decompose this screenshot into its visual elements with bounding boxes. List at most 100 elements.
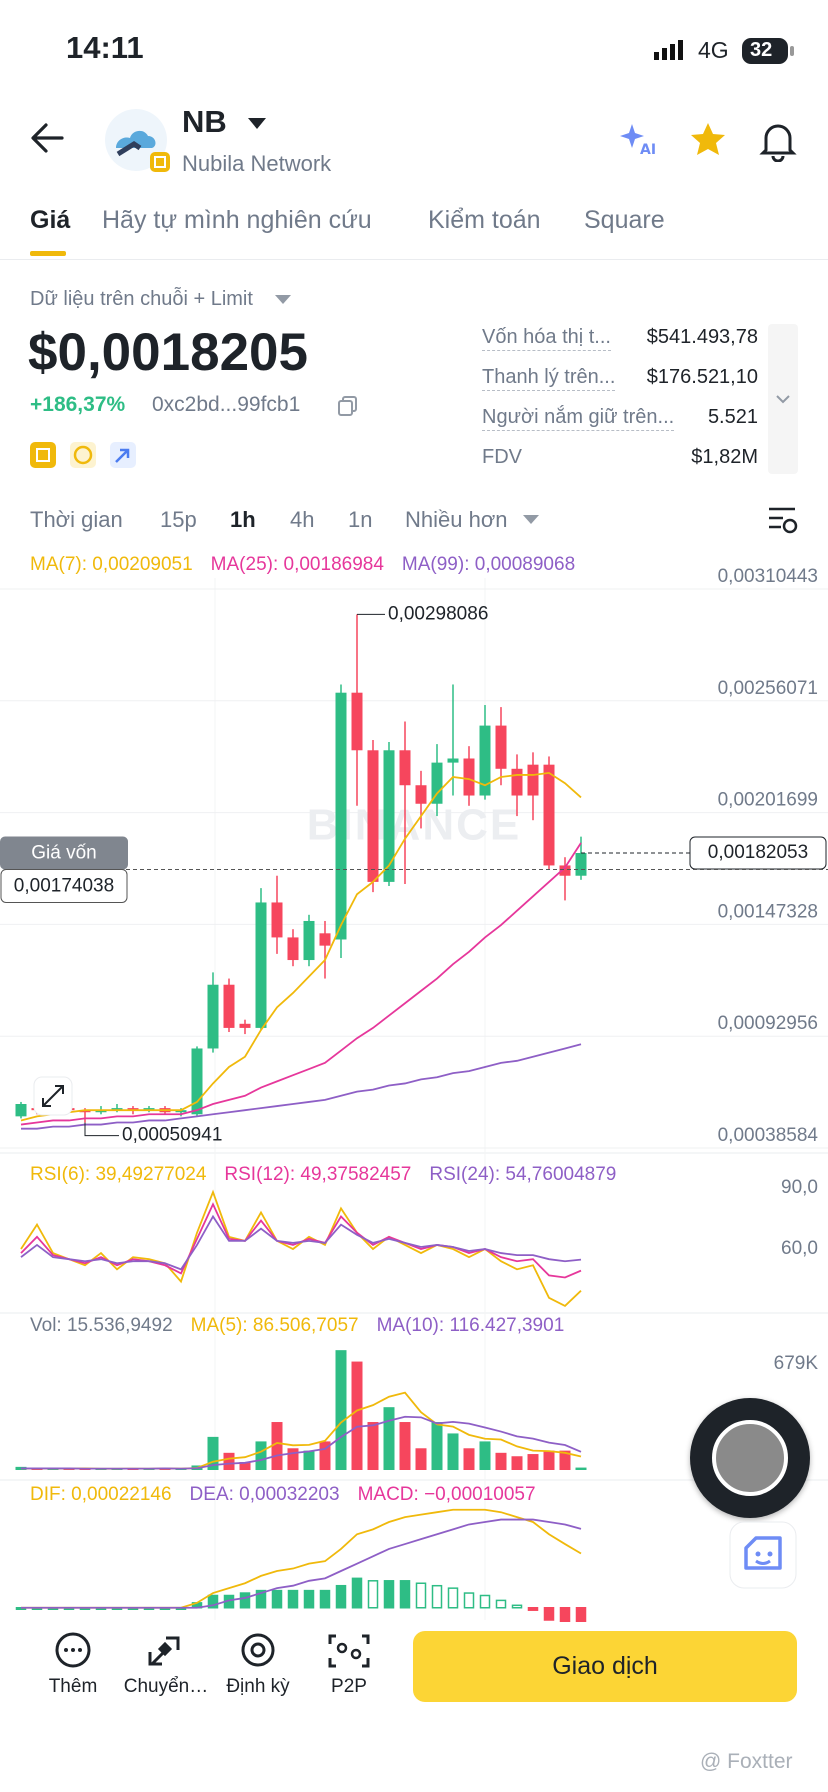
floating-button[interactable]: [690, 1398, 810, 1518]
timeframe-option[interactable]: Nhiều hơn: [405, 507, 508, 532]
timeframe-option[interactable]: 1h: [230, 507, 256, 532]
floating-button-ring: [712, 1420, 788, 1496]
low-marker: [84, 1122, 119, 1137]
source-dropdown[interactable]: [274, 294, 292, 306]
macd-bar: [543, 1607, 555, 1621]
current-price-label: 0,00182053: [708, 842, 808, 863]
volume-bar: [431, 1422, 443, 1470]
macd-bar: [431, 1584, 443, 1609]
status-battery: 32: [750, 39, 773, 61]
volume-bar: [511, 1456, 523, 1470]
volume-bar: [255, 1441, 267, 1470]
copy-button[interactable]: [336, 394, 360, 418]
macd-bar: [239, 1592, 251, 1609]
volume-bar: [239, 1462, 251, 1470]
tab[interactable]: Square: [584, 206, 665, 234]
legend-entry: MACD: −0,00010057: [358, 1484, 536, 1505]
symbol-dropdown[interactable]: [246, 116, 268, 132]
chart-settings[interactable]: [766, 504, 800, 536]
status-time: 14:11: [66, 30, 144, 65]
nav-icons: [55, 1632, 370, 1668]
assistant-button[interactable]: [728, 1520, 798, 1590]
volume-bar: [383, 1407, 395, 1470]
candle-body: [175, 1110, 187, 1113]
volume-bar: [415, 1448, 427, 1470]
volume-bar: [207, 1436, 219, 1470]
volume-bar: [479, 1441, 491, 1470]
high-label: 0,00298086: [388, 603, 488, 624]
more-dropdown[interactable]: [522, 514, 540, 526]
cost-value-box: [0, 868, 128, 903]
legend-entry: DIF: 0,00022146: [30, 1484, 172, 1505]
stat-value: $541.493,78: [646, 326, 758, 348]
tab[interactable]: Kiểm toán: [428, 206, 541, 234]
candle-body: [447, 758, 459, 763]
volume-bar: [559, 1450, 571, 1470]
nav-item[interactable]: Định kỳ: [226, 1676, 290, 1697]
legend-entry: MA(7): 0,00209051: [30, 554, 193, 575]
macd-bar: [511, 1604, 523, 1609]
legend-entry: RSI(12): 49,37582457: [224, 1164, 411, 1185]
timeframe-option[interactable]: 1n: [348, 507, 373, 532]
price-change: +186,37%: [30, 393, 126, 416]
ai-button[interactable]: AI: [618, 120, 662, 160]
nav-item[interactable]: Thêm: [48, 1676, 98, 1697]
fullscreen-button[interactable]: [33, 1076, 73, 1116]
candle-body: [223, 984, 235, 1028]
volume-bar: [543, 1450, 555, 1470]
volume-bar: [47, 1469, 59, 1470]
macd-bar: [319, 1589, 331, 1609]
stat-label: Người nắm giữ trên...: [482, 406, 675, 431]
nav-item[interactable]: P2P: [331, 1676, 367, 1697]
token-logo: [105, 109, 170, 172]
candle-body: [367, 750, 379, 882]
volume-bar: [575, 1467, 587, 1470]
volume-bar: [319, 1441, 331, 1470]
macd-bar: [351, 1577, 363, 1609]
stats-expand[interactable]: [768, 324, 798, 474]
candle-body: [271, 902, 283, 938]
macd-bar: [287, 1589, 299, 1609]
candle-body: [479, 725, 491, 796]
watermark: @ Foxtter: [700, 1750, 793, 1773]
notification-button[interactable]: [758, 118, 798, 162]
contract-address: 0xc2bd...99fcb1: [152, 393, 301, 416]
candle-body: [191, 1048, 203, 1115]
indicator-line: [20, 1214, 582, 1271]
candle-body: [303, 920, 315, 961]
macd-bar: [479, 1594, 491, 1609]
back-button[interactable]: [28, 118, 68, 158]
candle-body: [511, 768, 523, 796]
svg-text:AI: AI: [640, 142, 656, 158]
candle-body: [383, 750, 395, 882]
candle-body: [543, 764, 555, 866]
y-tick-label: 60,0: [781, 1238, 818, 1259]
volume-bar: [79, 1469, 91, 1470]
indicator-line: [20, 1202, 582, 1279]
nav-item[interactable]: Chuyển…: [123, 1676, 209, 1697]
macd-bar: [335, 1584, 347, 1609]
cost-title: Giá vốn: [31, 842, 96, 863]
legend-entry: MA(25): 0,00186984: [211, 554, 385, 575]
candle-body: [415, 785, 427, 804]
timeframe-option[interactable]: 4h: [290, 507, 315, 532]
chevron: [776, 395, 790, 404]
data-source[interactable]: Dữ liệu trên chuỗi + Limit: [30, 288, 253, 310]
volume-bar: [271, 1422, 283, 1470]
tab[interactable]: Hãy tự mình nghiên cứu: [102, 206, 372, 234]
candle-body: [351, 692, 363, 751]
candle-body: [143, 1108, 155, 1111]
y-tick-label: 0,00310443: [718, 566, 818, 587]
legend-entry: RSI(24): 54,76004879: [429, 1164, 616, 1185]
tab[interactable]: Giá: [30, 206, 71, 234]
token-symbol[interactable]: NB: [182, 104, 227, 139]
timeframe-option[interactable]: 15p: [160, 507, 197, 532]
trade-button[interactable]: Giao dịch: [413, 1631, 797, 1702]
volume-bar: [527, 1454, 539, 1470]
stat-label: Thanh lý trên...: [482, 366, 616, 391]
macd-bar: [207, 1594, 219, 1609]
candle-body: [255, 902, 267, 1028]
favorite-button[interactable]: [688, 120, 728, 160]
